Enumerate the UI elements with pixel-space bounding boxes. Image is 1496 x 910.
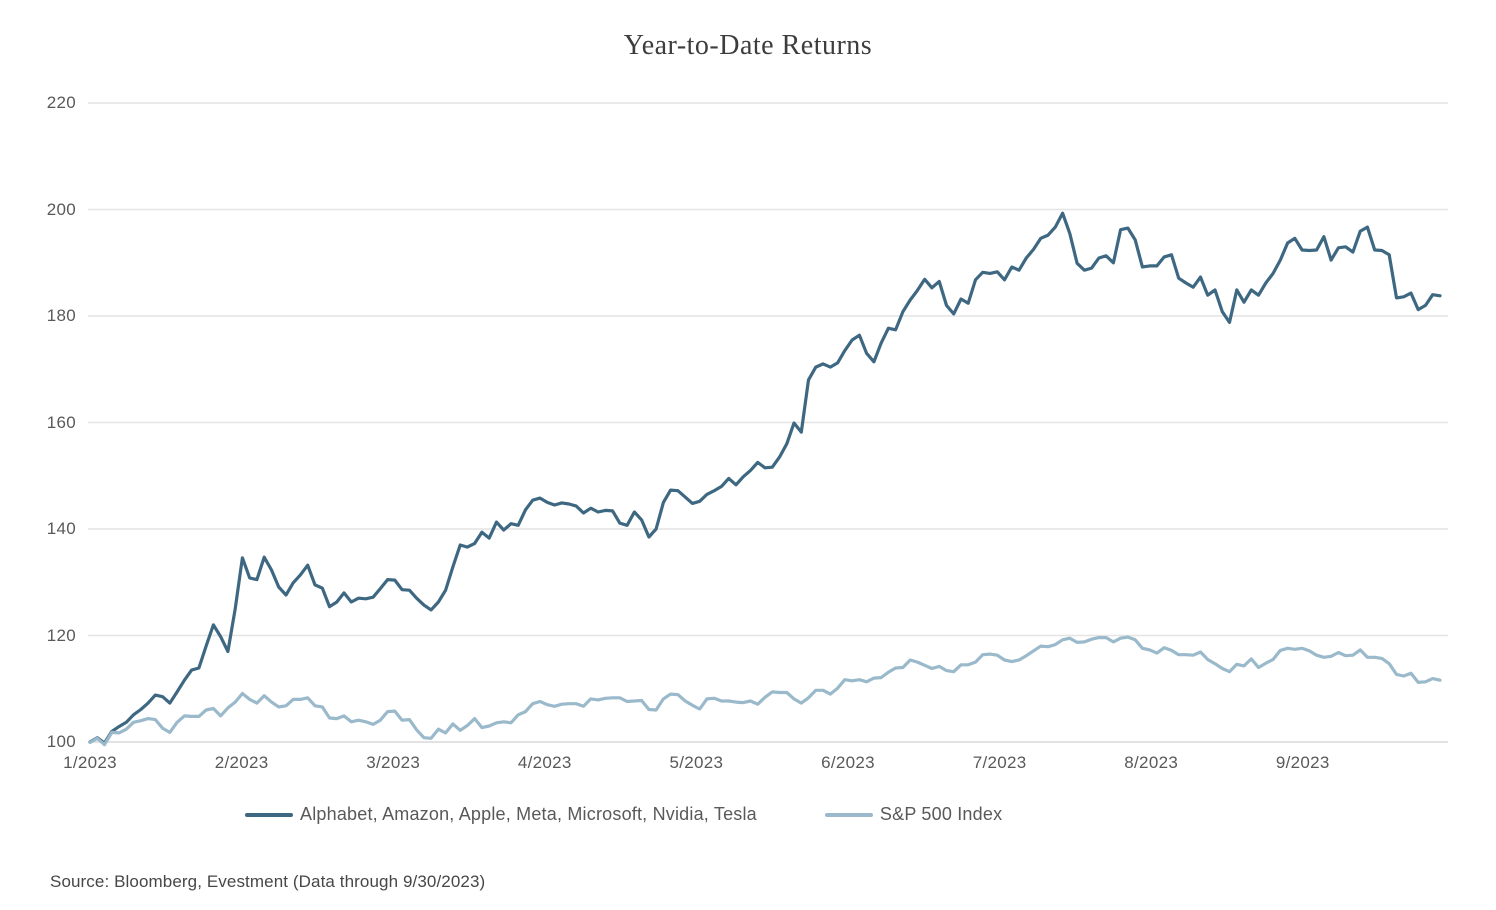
y-tick-label: 120 — [46, 625, 76, 645]
legend-label-mag7: Alphabet, Amazon, Apple, Meta, Microsoft… — [300, 804, 757, 824]
series-lines — [88, 211, 1442, 747]
mag7-line-swatch — [245, 812, 293, 817]
chart-legend: Alphabet, Amazon, Apple, Meta, Microsoft… — [245, 804, 1002, 825]
x-tick-label: 6/2023 — [821, 753, 875, 772]
x-tick-label: 8/2023 — [1124, 753, 1179, 772]
x-tick-label: 7/2023 — [972, 753, 1027, 772]
y-tick-label: 200 — [46, 199, 76, 219]
y-tick-label: 220 — [46, 93, 76, 112]
y-tick-label: 140 — [46, 519, 76, 538]
sp500-line-swatch — [824, 812, 873, 817]
series-line-sp500 — [88, 635, 1442, 747]
x-tick-label: 2/2023 — [214, 753, 269, 772]
source-note: Source: Bloomberg, Evestment (Data throu… — [50, 872, 486, 891]
legend-item-sp500: S&P 500 Index — [824, 804, 1003, 825]
x-tick-label: 3/2023 — [366, 753, 421, 772]
legend-item-mag7: Alphabet, Amazon, Apple, Meta, Microsoft… — [245, 804, 757, 825]
x-tick-label: 1/2023 — [63, 753, 117, 772]
chart-title: Year-to-Date Returns — [623, 30, 873, 61]
y-tick-label: 160 — [46, 412, 76, 432]
series-line-mag7 — [88, 211, 1442, 745]
x-tick-label: 9/2023 — [1275, 753, 1330, 772]
gridlines — [88, 102, 1448, 743]
x-tick-label: 5/2023 — [669, 753, 724, 772]
x-tick-label: 4/2023 — [517, 753, 572, 772]
legend-label-sp500: S&P 500 Index — [879, 804, 1003, 824]
y-tick-label: 180 — [46, 306, 76, 325]
y-tick-label: 100 — [46, 732, 76, 751]
